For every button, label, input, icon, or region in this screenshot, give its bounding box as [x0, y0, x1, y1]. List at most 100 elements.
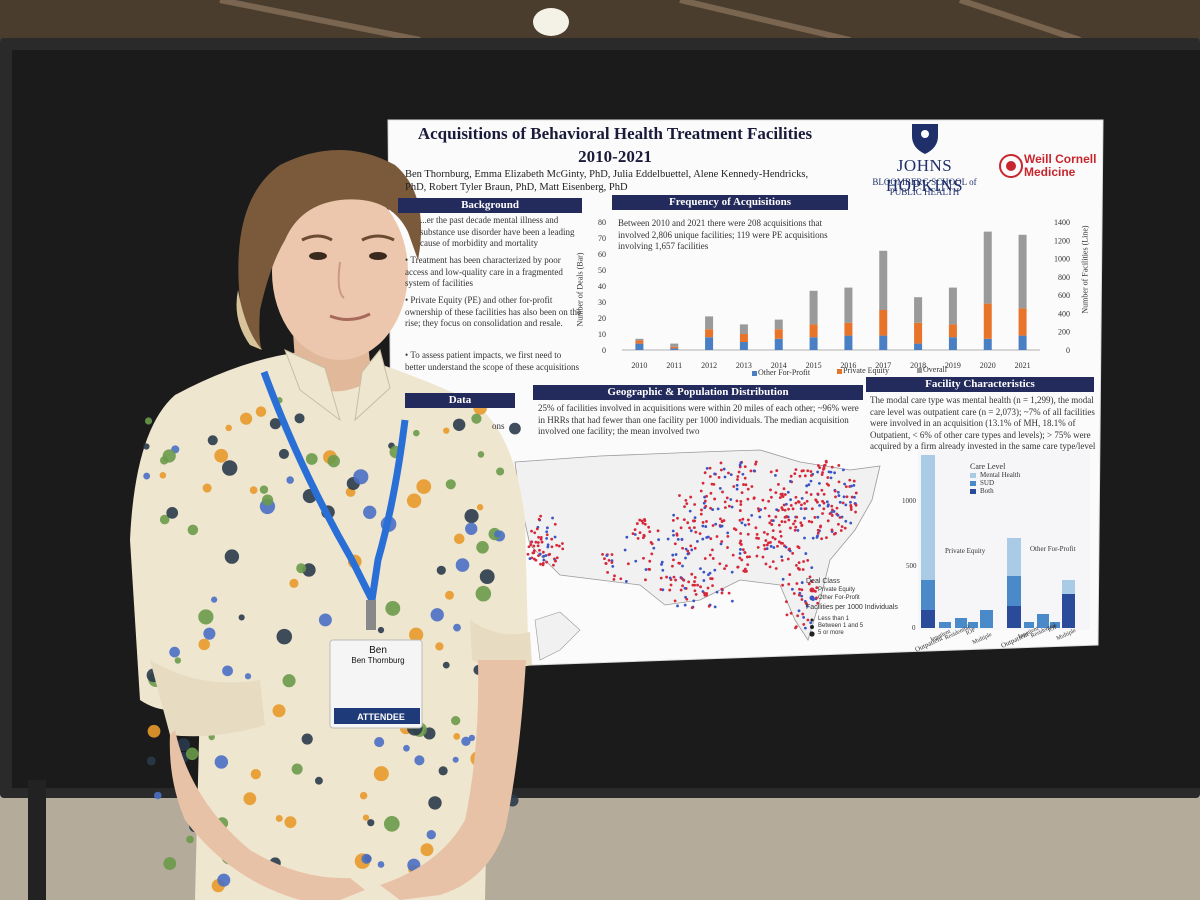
freq-bar-overall-2016	[844, 287, 853, 323]
map-dot	[541, 563, 545, 567]
map-dot	[806, 469, 810, 473]
map-dot	[838, 516, 842, 519]
map-dot	[805, 499, 809, 503]
shirt-flower	[409, 627, 424, 642]
map-dot	[723, 567, 726, 570]
shirt-flower	[146, 756, 156, 766]
map-dot	[699, 567, 702, 571]
shirt-flower	[203, 627, 216, 640]
freq-bar-pe-2017	[879, 310, 888, 336]
map-dot	[533, 531, 537, 535]
shirt-flower	[296, 563, 307, 574]
map-dot	[828, 512, 832, 516]
shirt-flower	[301, 733, 313, 745]
map-dot	[619, 577, 623, 581]
shirt-flower	[327, 454, 340, 468]
map-size-large: 5 or more	[818, 630, 844, 636]
hair	[238, 150, 422, 350]
shirt-flower	[255, 406, 267, 417]
map-dot	[774, 567, 778, 570]
map-dot	[678, 494, 681, 497]
map-dot	[537, 517, 541, 521]
freq-bar-pe-2010	[635, 340, 644, 344]
map-dot	[764, 539, 768, 542]
shirt-flower	[455, 558, 470, 572]
map-dot	[771, 560, 775, 564]
map-dot	[793, 519, 797, 523]
map-dot	[820, 473, 824, 477]
map-dot	[782, 503, 786, 507]
map-dot	[784, 502, 788, 506]
map-dot	[822, 466, 826, 470]
map-dot	[758, 515, 762, 519]
freq-xtick-2020: 2020	[980, 361, 996, 370]
map-dot	[705, 592, 709, 595]
map-dot	[850, 495, 854, 499]
left-eyebrow	[301, 234, 333, 242]
map-dot	[761, 555, 765, 559]
facility-bar-pe-residential	[955, 618, 967, 628]
map-dot	[805, 484, 809, 488]
map-legend-size-dot-large	[809, 631, 815, 637]
map-dot	[835, 506, 839, 510]
map-dot	[545, 560, 549, 564]
shirt-flower	[198, 609, 214, 625]
map-dot	[815, 586, 819, 590]
map-dot	[805, 604, 809, 608]
map-dot	[716, 507, 720, 511]
map-dot	[787, 582, 791, 586]
map-dot	[718, 562, 722, 566]
map-dot	[720, 591, 724, 595]
map-dot	[800, 588, 804, 592]
ceiling-beam	[679, 0, 851, 43]
map-dot	[723, 506, 727, 510]
map-dot	[826, 503, 830, 507]
freq-bar-pe-2021	[1018, 308, 1027, 336]
map-dot	[793, 528, 797, 532]
freq-ytick-60: 60	[598, 250, 606, 259]
shirt-flower	[428, 796, 442, 810]
map-dot	[762, 530, 766, 534]
map-dot	[796, 566, 800, 570]
map-dot	[742, 569, 746, 573]
map-dot	[718, 486, 722, 490]
map-dot	[816, 492, 820, 496]
map-dot	[695, 539, 699, 543]
map-dot	[699, 489, 703, 493]
map-dot	[841, 501, 845, 505]
frequency-ylabel-right: Number of Facilities (Line)	[1080, 225, 1090, 314]
map-dot	[717, 475, 721, 479]
map-dot	[704, 504, 708, 508]
map-dot	[815, 596, 818, 600]
map-dot	[552, 563, 555, 567]
map-dot	[738, 463, 742, 467]
map-dot	[730, 505, 734, 509]
map-dot	[537, 535, 540, 539]
background-bullet-1-text: Treatment has been characterized by poor…	[405, 255, 563, 288]
map-dot	[854, 510, 857, 514]
map-dot	[772, 546, 776, 549]
shirt-flower	[187, 524, 199, 536]
map-dot	[726, 535, 730, 538]
shirt-flower	[383, 816, 400, 832]
map-dot	[666, 537, 670, 541]
freq-bar-pe-2015	[809, 324, 818, 338]
map-dot	[844, 503, 848, 507]
map-dot	[648, 559, 652, 563]
frequency-legend-pe: Private Equity	[843, 366, 889, 375]
map-dot	[715, 590, 719, 594]
right-forearm	[380, 660, 526, 900]
map-dot	[781, 495, 785, 498]
map-dot	[703, 557, 707, 560]
map-dot	[809, 479, 813, 483]
map-dot	[660, 563, 663, 566]
shirt-flower	[435, 642, 444, 651]
map-dot	[603, 557, 606, 561]
shirt-flower	[159, 472, 167, 479]
shirt-flower	[436, 565, 446, 575]
map-dot	[818, 504, 821, 507]
map-dot	[729, 498, 733, 501]
shirt-flower	[286, 476, 294, 484]
map-dot	[743, 465, 747, 469]
alaska-outline	[534, 611, 581, 661]
